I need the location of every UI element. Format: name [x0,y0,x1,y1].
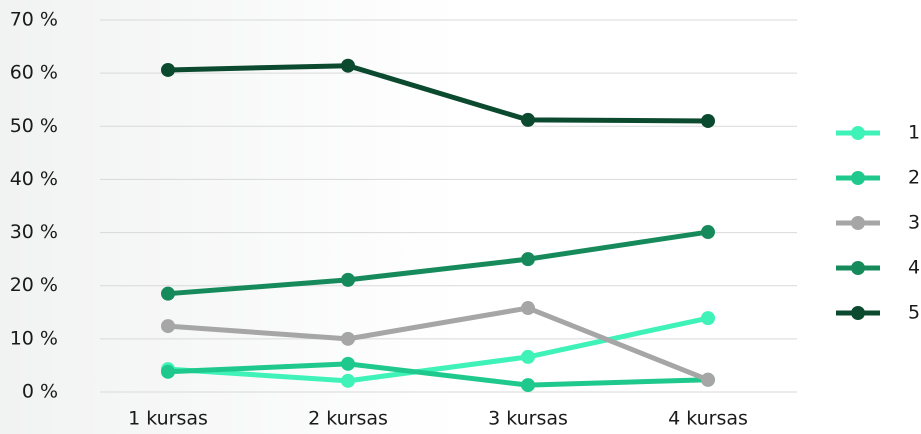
y-tick-label: 30 % [10,221,58,243]
series-line [167,315,709,384]
point [161,62,175,77]
legend-marker [851,216,865,230]
point [521,349,535,364]
point [161,319,175,334]
series-line [167,229,709,297]
point [701,225,715,240]
series-line [167,63,709,124]
x-tick-label: 3 kursas [488,408,568,430]
legend-label: 1 [908,122,920,144]
series-line [167,305,709,383]
legend-label: 5 [908,302,920,324]
y-tick-label: 20 % [10,274,58,296]
point [521,112,535,127]
legend-marker [851,306,865,320]
legend-marker [851,126,865,140]
point [161,286,175,301]
point [521,378,535,393]
y-tick-label: 60 % [10,62,58,84]
y-tick-label: 0 % [22,381,58,403]
point [161,364,175,379]
point [341,356,355,371]
point [701,113,715,128]
point [701,311,715,326]
legend-marker [851,171,865,185]
y-tick-label: 40 % [10,168,58,190]
point [521,301,535,316]
y-tick-label: 10 % [10,327,58,349]
point [341,373,355,388]
series-line [167,361,709,388]
legend-label: 3 [908,212,920,234]
x-tick-label: 4 kursas [668,408,748,430]
x-tick-label: 2 kursas [308,408,388,430]
y-tick-label: 70 % [10,9,58,31]
legend-label: 2 [908,167,920,189]
y-tick-label: 50 % [10,115,58,137]
legend-label: 4 [908,257,920,279]
legend-marker [851,261,865,275]
point [341,58,355,73]
point [341,331,355,346]
x-tick-label: 1 kursas [128,408,208,430]
point [341,272,355,287]
point [521,252,535,267]
point [701,372,715,387]
